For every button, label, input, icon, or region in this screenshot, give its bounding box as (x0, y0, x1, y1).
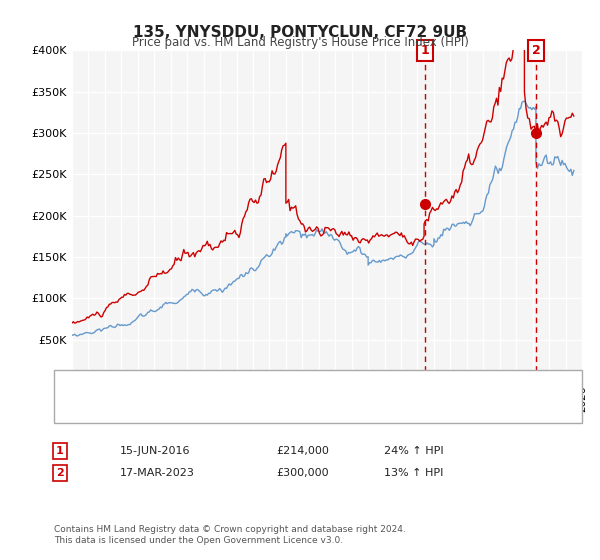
Text: 135, YNYSDDU, PONTYCLUN, CF72 9UB: 135, YNYSDDU, PONTYCLUN, CF72 9UB (133, 25, 467, 40)
Text: 24% ↑ HPI: 24% ↑ HPI (384, 446, 443, 456)
Text: 1: 1 (56, 446, 64, 456)
Text: Contains HM Land Registry data © Crown copyright and database right 2024.: Contains HM Land Registry data © Crown c… (54, 525, 406, 534)
Text: 135, YNYSDDU, PONTYCLUN, CF72 9UB (detached house): 135, YNYSDDU, PONTYCLUN, CF72 9UB (detac… (132, 380, 452, 390)
Text: £300,000: £300,000 (276, 468, 329, 478)
Text: ─────: ───── (78, 378, 115, 391)
Text: 15-JUN-2016: 15-JUN-2016 (120, 446, 191, 456)
Text: £214,000: £214,000 (276, 446, 329, 456)
Text: HPI: Average price, detached house, Rhondda Cynon Taf: HPI: Average price, detached house, Rhon… (132, 404, 446, 414)
Text: 1: 1 (421, 44, 429, 57)
Text: 17-MAR-2023: 17-MAR-2023 (120, 468, 195, 478)
Text: 2: 2 (56, 468, 64, 478)
Text: Price paid vs. HM Land Registry's House Price Index (HPI): Price paid vs. HM Land Registry's House … (131, 36, 469, 49)
Text: 13% ↑ HPI: 13% ↑ HPI (384, 468, 443, 478)
Text: ─────: ───── (78, 403, 115, 416)
Text: 2: 2 (532, 44, 541, 57)
Text: This data is licensed under the Open Government Licence v3.0.: This data is licensed under the Open Gov… (54, 536, 343, 545)
